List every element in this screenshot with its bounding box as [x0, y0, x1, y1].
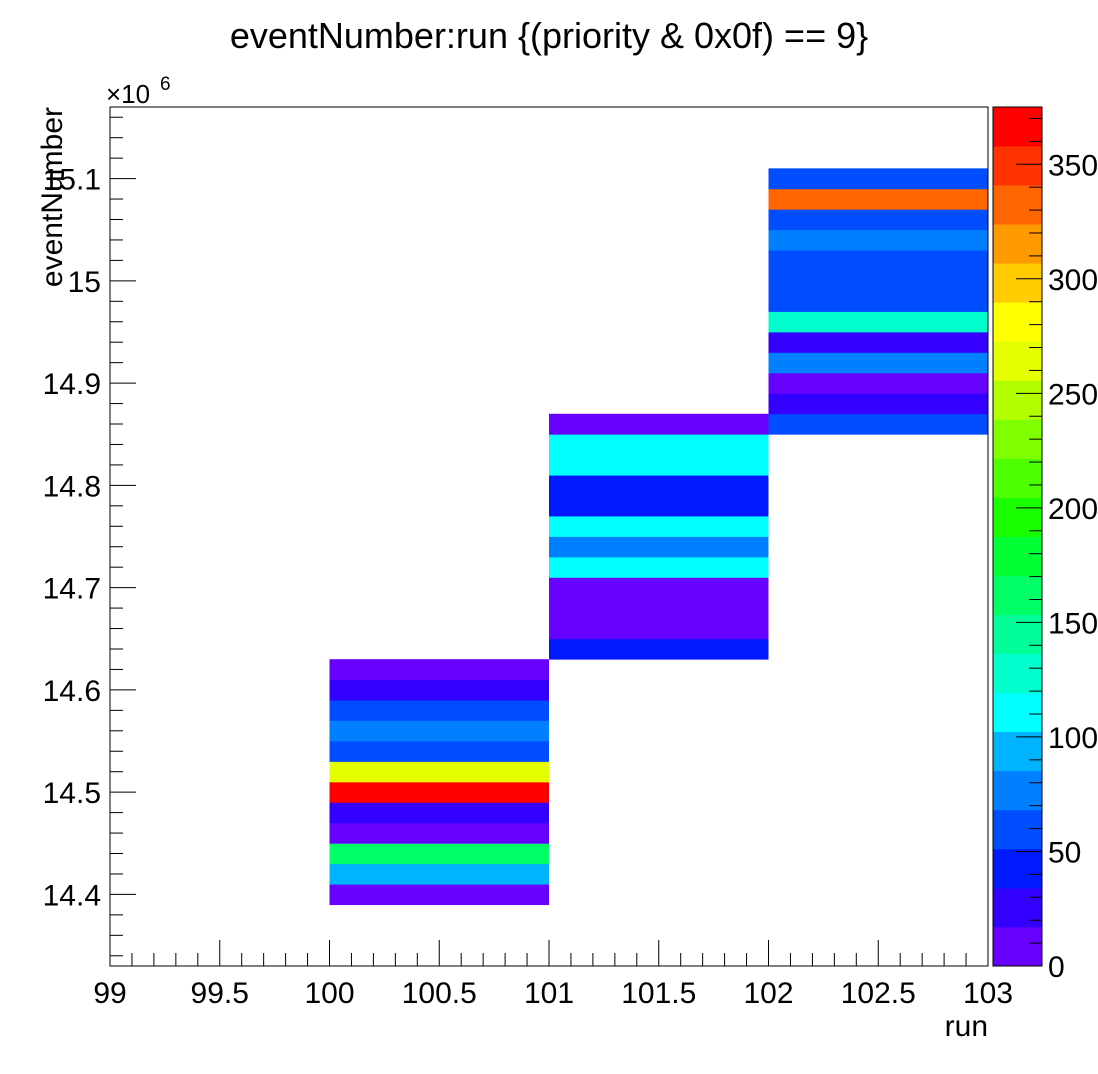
heatmap-cell [549, 434, 769, 456]
y-tick-label: 14.9 [43, 368, 101, 401]
color-scale: 0 50 100 150 200 250 300 350 [992, 106, 1098, 984]
heatmap-cells [329, 168, 988, 906]
y-tick-label: 15.1 [43, 164, 101, 197]
color-scale-tick-label: 250 [1048, 378, 1098, 411]
color-scale-tick-label: 150 [1048, 607, 1098, 640]
heatmap-cell [329, 802, 549, 824]
heatmap-cell [549, 516, 769, 537]
heatmap-cell [768, 413, 988, 435]
heatmap-cell [549, 454, 769, 476]
y-tick-label: 14.5 [43, 777, 101, 810]
x-tick-label: 102.5 [841, 977, 916, 1010]
y-axis-label: eventNumber [36, 107, 69, 287]
y-multiplier-base: ×10 [106, 79, 150, 109]
heatmap-cell [549, 556, 769, 578]
heatmap-cell [768, 250, 988, 272]
color-scale-band [993, 263, 1042, 303]
heatmap-cell [768, 352, 988, 374]
x-tick-label: 100 [304, 977, 354, 1010]
x-tick-label: 103 [963, 977, 1013, 1010]
heatmap-cell [329, 761, 549, 783]
color-scale-band [993, 692, 1042, 733]
y-tick-label: 14.6 [43, 675, 101, 708]
heatmap-cell [768, 209, 988, 231]
heatmap-cell [329, 679, 549, 701]
color-scale-band [993, 536, 1042, 576]
x-tick-label: 101 [524, 977, 574, 1010]
heatmap-cell [768, 168, 988, 190]
x-axis: 99 99.5 100 100.5 101 101.5 102 102.5 103 [93, 940, 1013, 1010]
plot-frame [109, 106, 989, 967]
color-scale-band [993, 848, 1042, 889]
heatmap-cell [329, 781, 549, 803]
color-scale-band [993, 653, 1042, 694]
color-scale-band [993, 458, 1042, 498]
heatmap-cell [768, 331, 988, 353]
heatmap-cell [768, 372, 988, 394]
heatmap-cell [329, 822, 549, 844]
color-scale-band [993, 575, 1042, 615]
color-scale-tick-label: 100 [1048, 722, 1098, 755]
heatmap-cell [549, 618, 769, 640]
color-scale-band [993, 809, 1042, 850]
color-scale-band [993, 731, 1042, 772]
heatmap-cell [768, 311, 988, 333]
heatmap-cell [549, 475, 769, 496]
x-tick-label: 102 [743, 977, 793, 1010]
color-scale-band [993, 887, 1042, 928]
color-scale-tick-label: 0 [1048, 951, 1065, 984]
heatmap-cell [329, 741, 549, 762]
x-axis-label: run [945, 1010, 988, 1043]
color-scale-band [993, 302, 1042, 342]
x-tick-label: 101.5 [621, 977, 696, 1010]
y-axis: 14.4 14.5 14.6 14.7 14.8 14.9 15 15.1 [43, 116, 136, 957]
color-scale-band [993, 185, 1042, 225]
heatmap-cell [549, 577, 769, 599]
heatmap-cell [768, 393, 988, 415]
color-scale-band [993, 380, 1042, 420]
y-tick-label: 14.7 [43, 573, 101, 606]
heatmap-cell [329, 884, 549, 906]
y-multiplier: ×10 6 [106, 74, 171, 109]
y-tick-label: 14.4 [43, 879, 101, 912]
y-tick-label: 14.8 [43, 470, 101, 503]
color-scale-tick-label: 50 [1048, 836, 1081, 869]
heatmap-cell [329, 863, 549, 885]
color-scale-tick-label: 350 [1048, 149, 1098, 182]
color-scale-band [993, 614, 1042, 655]
heatmap-cell [549, 413, 769, 435]
heatmap-cell [329, 659, 549, 681]
heatmap-cell [549, 536, 769, 558]
color-scale-band [993, 926, 1042, 967]
color-scale-band [993, 224, 1042, 264]
heatmap-cell [549, 638, 769, 660]
y-tick-label: 15 [68, 266, 101, 299]
chart-title: eventNumber:run {(priority & 0x0f) == 9} [230, 15, 868, 56]
heatmap-cell [549, 597, 769, 619]
heatmap-cell [329, 720, 549, 742]
heatmap-cell [329, 700, 549, 721]
color-scale-tick-label: 200 [1048, 493, 1098, 526]
color-scale-tick-label: 300 [1048, 264, 1098, 297]
x-tick-label: 100.5 [402, 977, 477, 1010]
heatmap-cell [768, 291, 988, 312]
color-scale-band [993, 107, 1042, 147]
color-scale-band [993, 146, 1042, 186]
heatmap-cell [549, 495, 769, 517]
x-tick-label: 99.5 [191, 977, 249, 1010]
y-multiplier-exponent: 6 [160, 74, 171, 95]
color-scale-band [993, 770, 1042, 811]
heatmap-cell [329, 843, 549, 865]
heatmap-cell [768, 229, 988, 251]
heatmap-cell [768, 270, 988, 292]
x-tick-label: 99 [93, 977, 126, 1010]
heatmap-cell [768, 188, 988, 210]
